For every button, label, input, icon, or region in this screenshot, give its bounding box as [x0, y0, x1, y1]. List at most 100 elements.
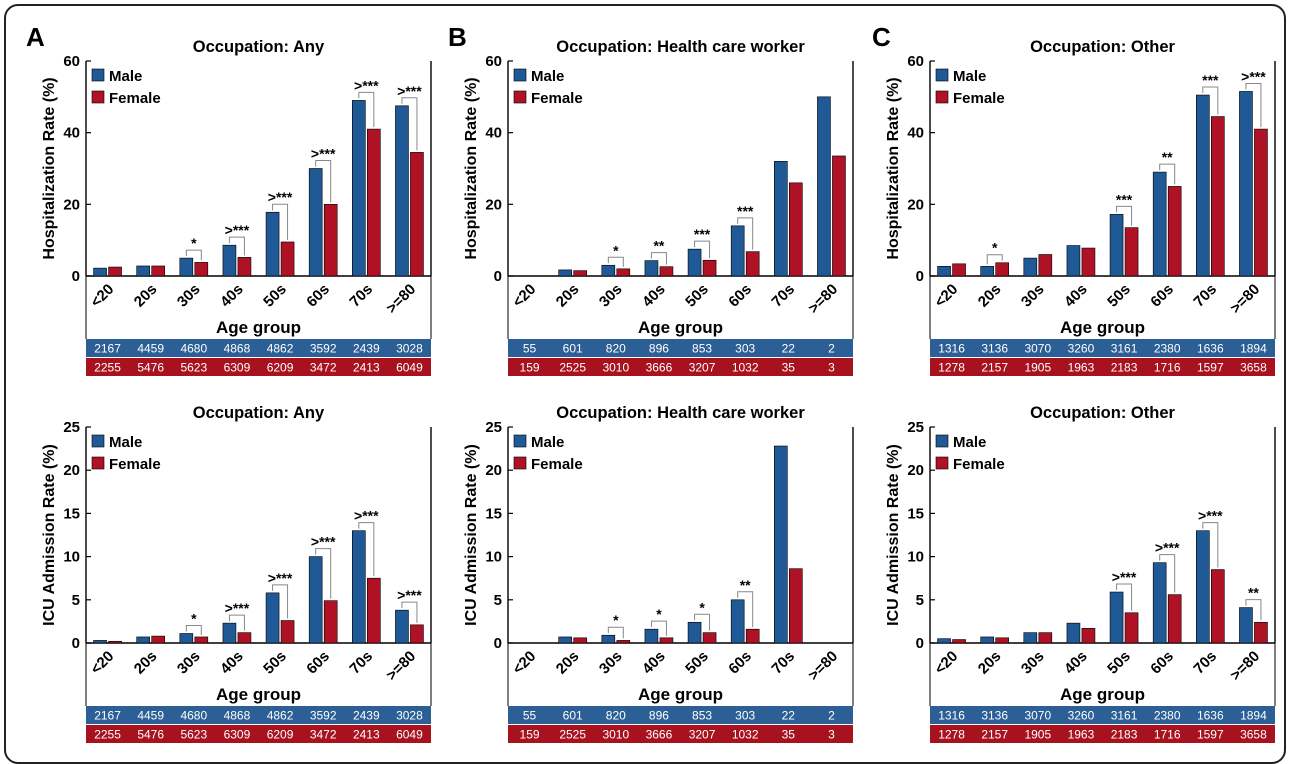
significance-bracket	[694, 613, 711, 631]
y-tick-label: 25	[907, 419, 924, 436]
x-tick-label: 20s	[131, 648, 161, 678]
x-tick-label: <20	[509, 648, 539, 678]
count-cell-male: 4862	[267, 342, 294, 356]
legend-label-female: Female	[109, 90, 161, 107]
significance-label: ***	[1202, 72, 1219, 88]
y-tick-label: 0	[72, 268, 80, 285]
count-cell-female: 5476	[137, 728, 164, 742]
x-tick-label: 70s	[346, 281, 376, 311]
count-cell-male: 601	[563, 342, 583, 356]
significance-label: *	[656, 606, 662, 622]
x-tick-label: 50s	[682, 281, 712, 311]
bar-male	[395, 609, 409, 644]
x-tick-label: 20s	[553, 281, 583, 311]
significance-bracket	[272, 203, 289, 240]
count-cell-female: 5476	[137, 361, 164, 375]
y-tick-label: 5	[72, 592, 80, 609]
x-tick-label: 60s	[303, 281, 333, 311]
y-axis-label: Hospitalization Rate (%)	[41, 77, 58, 259]
y-tick-label: 25	[63, 419, 80, 436]
bar-female	[832, 155, 846, 277]
count-cell-female: 5623	[180, 728, 207, 742]
bar-female	[573, 270, 587, 277]
count-row-female	[86, 358, 431, 376]
significance-label: **	[1162, 149, 1173, 165]
bar-female	[237, 632, 252, 644]
bar-female	[995, 262, 1009, 277]
count-cell-male: 1316	[938, 342, 965, 356]
bar-female	[1038, 632, 1053, 644]
count-cell-female: 1905	[1024, 728, 1051, 742]
x-tick-label: 60s	[1147, 281, 1177, 311]
significance-label: >***	[1112, 569, 1137, 585]
bar-female	[702, 259, 717, 277]
significance-label: >***	[1155, 540, 1180, 556]
bar-male	[730, 225, 745, 277]
x-tick-label: 50s	[260, 281, 290, 311]
y-tick-label: 20	[907, 196, 924, 213]
significance-bracket	[1159, 554, 1176, 593]
x-tick-label: 40s	[639, 648, 669, 678]
bar-male	[179, 257, 194, 277]
significance-label: ***	[694, 226, 711, 242]
count-cell-male: 303	[735, 342, 755, 356]
bar-female	[1081, 247, 1096, 277]
significance-label: >***	[311, 146, 336, 162]
x-tick-label: <20	[509, 281, 539, 311]
bar-female	[1124, 227, 1139, 277]
bar-male	[1109, 214, 1124, 277]
chart-title: Occupation: Other	[1030, 38, 1175, 56]
bar-male	[352, 100, 366, 277]
chart-panel-1: Occupation: Health care worker Hospitaliz…	[463, 38, 854, 376]
bar-male	[136, 636, 150, 644]
count-cell-male: 820	[606, 342, 626, 356]
x-tick-label: 20s	[131, 281, 161, 311]
chart-title: Occupation: Any	[193, 38, 325, 56]
count-cell-male: 4868	[224, 709, 251, 723]
count-cell-male: 2439	[353, 709, 380, 723]
x-tick-label: 70s	[768, 648, 798, 678]
count-cell-female: 1032	[732, 361, 759, 375]
count-cell-female: 1278	[938, 728, 965, 742]
bar-female	[659, 266, 674, 277]
bar-female	[952, 639, 966, 644]
count-cell-male: 896	[649, 342, 669, 356]
chart-panel-5: Occupation: Other ICU Admission Rate (%) 0…	[885, 404, 1276, 743]
x-tick-label: 40s	[1061, 648, 1091, 678]
significance-bracket	[315, 548, 332, 599]
bar-male	[774, 161, 788, 277]
bar-female	[659, 637, 674, 644]
bar-male	[93, 640, 107, 644]
count-row-female	[930, 358, 1275, 376]
count-cell-male: 2167	[94, 709, 121, 723]
count-cell-male: 853	[692, 342, 712, 356]
count-cell-female: 159	[520, 361, 540, 375]
legend-swatch-female	[935, 90, 949, 104]
count-row-male	[508, 339, 853, 357]
y-axis-label: Hospitalization Rate (%)	[885, 77, 902, 259]
count-cell-female: 3	[828, 361, 835, 375]
significance-label: >***	[1198, 508, 1223, 524]
x-tick-label: <20	[931, 281, 961, 311]
significance-label: >***	[397, 587, 422, 603]
count-cell-female: 1597	[1197, 361, 1224, 375]
y-tick-label: 15	[485, 505, 502, 522]
bar-male	[308, 168, 323, 277]
bar-male	[558, 636, 572, 644]
bar-male	[179, 633, 194, 644]
significance-bracket	[1202, 86, 1219, 115]
bar-female	[995, 637, 1009, 644]
y-tick-label: 10	[485, 549, 502, 566]
y-tick-label: 0	[72, 635, 80, 652]
bar-male	[93, 267, 107, 277]
significance-bracket	[1202, 522, 1219, 568]
significance-label: >***	[1241, 68, 1266, 84]
x-axis-label: Age group	[1060, 318, 1145, 337]
bar-female	[151, 265, 165, 277]
x-tick-label: 60s	[303, 648, 333, 678]
bar-female	[1167, 186, 1182, 277]
count-cell-female: 159	[520, 728, 540, 742]
legend-swatch-male	[513, 434, 527, 448]
x-tick-label: 40s	[217, 648, 247, 678]
count-cell-male: 3592	[310, 709, 337, 723]
